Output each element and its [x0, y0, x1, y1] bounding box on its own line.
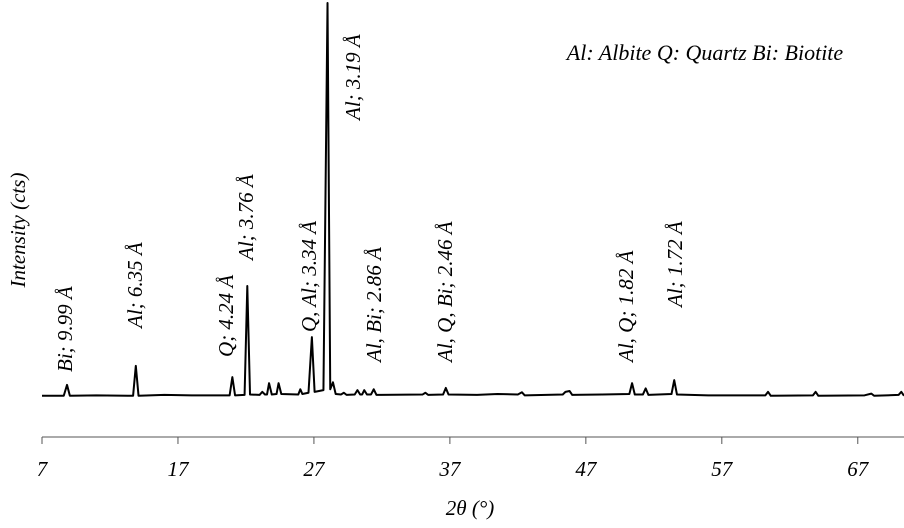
- peak-annotation: Al; 6.35 Å: [123, 242, 147, 330]
- x-tick-label: 67: [847, 457, 870, 481]
- peak-annotation: Q; 4.24 Å: [214, 275, 238, 357]
- x-tick-label: 27: [303, 457, 326, 481]
- x-tick-label: 7: [37, 457, 49, 481]
- x-tick-label: 37: [438, 457, 462, 481]
- peak-annotation: Al; 1.72 Å: [663, 221, 687, 309]
- peak-annotation: Al, Q; 1.82 Å: [614, 250, 638, 364]
- x-tick-label: 17: [167, 457, 190, 481]
- peak-annotation: Q, Al; 3.34 Å: [297, 221, 321, 332]
- diffraction-line: [42, 2, 904, 397]
- peak-annotation: Al; 3.19 Å: [341, 34, 365, 122]
- x-axis-label: 2θ (°): [446, 496, 494, 520]
- x-tick-label: 57: [711, 457, 734, 481]
- y-axis-label: Intensity (cts): [6, 173, 30, 289]
- x-tick-label: 47: [575, 457, 598, 481]
- peak-annotation: Bi; 9.99 Å: [53, 286, 77, 372]
- peak-annotation: Al; 3.76 Å: [234, 174, 258, 262]
- legend-note: Al: Albite Q: Quartz Bi: Biotite: [565, 40, 844, 65]
- peak-annotation: Al, Bi; 2.86 Å: [362, 247, 386, 364]
- peak-annotation: Al, Q, Bi; 2.46 Å: [433, 221, 457, 364]
